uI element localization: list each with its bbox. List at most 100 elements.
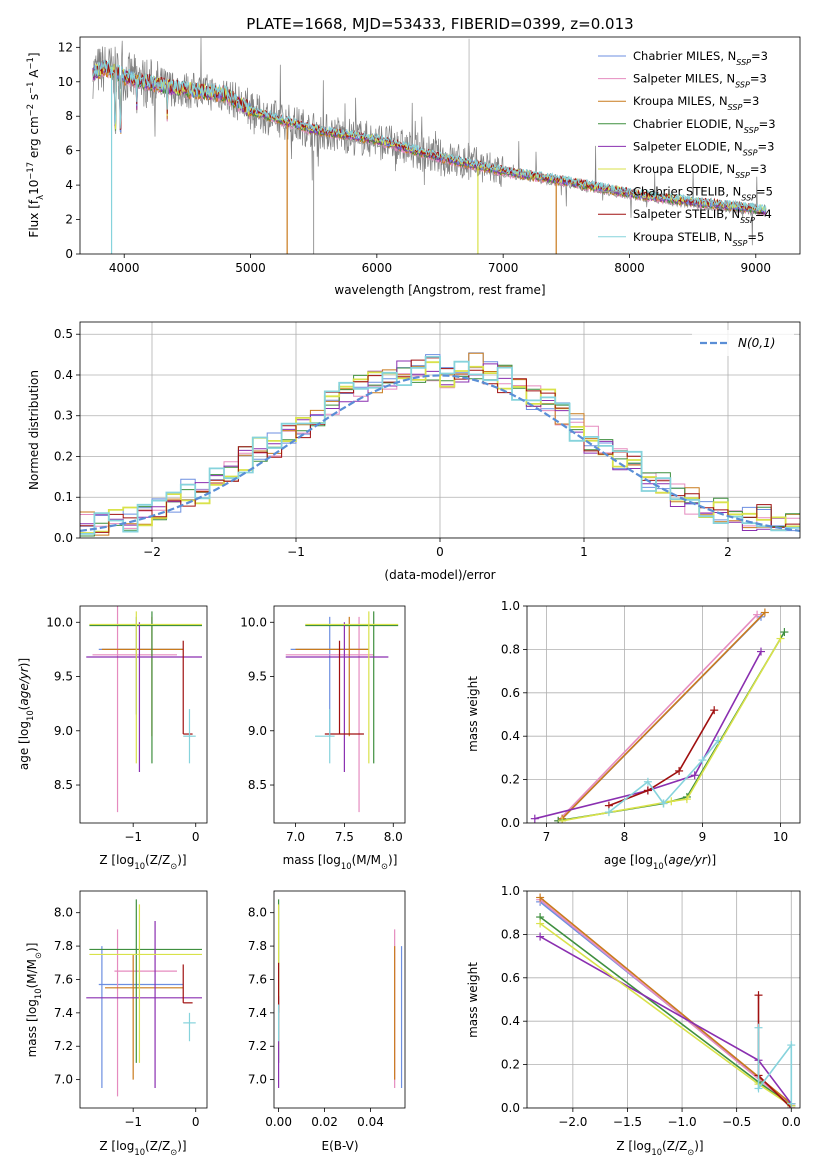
y-axis-label-part: (	[17, 706, 31, 711]
age-vs-Z-panel: −1 08.59.09.510.0Z [log10(Z/Z⊙)]age [log1…	[17, 605, 208, 871]
model-spectrum-line	[92, 60, 759, 211]
y-axis-label-part: erg cm	[27, 116, 41, 162]
x-tick-label: 7000	[488, 261, 519, 275]
y-tick-label: 1.0	[501, 599, 520, 613]
y-tick-label: 8.5	[54, 778, 73, 792]
y-tick-label: 0.6	[501, 971, 520, 985]
x-axis-label: age [log10(age/yr)]	[604, 853, 716, 871]
x-tick-label: 1	[580, 545, 588, 559]
y-tick-label: 0.4	[54, 368, 73, 382]
legend-entry-part: Kroupa STELIB, N	[633, 230, 733, 244]
legend-entry-part: Kroupa MILES, N	[633, 94, 728, 108]
x-axis-label-part: (Z/Z	[145, 1139, 170, 1153]
legend-box	[692, 330, 794, 356]
y-axis-label: age [log10(age/yr)]	[17, 658, 35, 770]
legend-entry-part: SSP	[741, 193, 756, 202]
weight-line	[757, 1027, 793, 1104]
x-axis-label-part: ⊙	[381, 861, 388, 871]
legend-entry-part: SSP	[743, 148, 758, 157]
legend-entry-part: Salpeter MILES, N	[633, 72, 735, 86]
x-tick-label: −1.0	[667, 1115, 696, 1129]
y-axis-label-part: λ	[35, 195, 45, 200]
x-tick-label: 0.02	[311, 1115, 338, 1129]
x-axis-label-part: )]	[707, 853, 716, 867]
legend-entry-part: =5	[756, 185, 773, 199]
x-axis-label: (data-model)/error	[384, 568, 495, 582]
model-spectrum-line	[92, 60, 767, 212]
plot-area	[86, 899, 202, 1097]
y-axis-label-part: 10	[33, 988, 43, 999]
legend-entry: Salpeter MILES, NSSP=3	[633, 72, 767, 90]
y-tick-label: 0.6	[501, 686, 520, 700]
y-tick-label: 0.4	[501, 729, 520, 743]
y-tick-label: 0.2	[501, 773, 520, 787]
x-tick-label: 9	[699, 830, 707, 844]
legend-entry-part: =3	[742, 94, 759, 108]
y-tick-label: 0.5	[54, 327, 73, 341]
legend-entry-part: SSP	[744, 125, 759, 134]
y-tick-label: 7.2	[54, 1039, 73, 1053]
mass-vs-EBV-panel: 0.00 0.02 0.04 7.0 7.2 7.4 7.6 7.8 8.0 E(B-V)	[248, 890, 406, 1153]
legend-entry: Kroupa STELIB, NSSP=5	[633, 230, 764, 248]
y-tick-label: 0.1	[54, 490, 73, 504]
y-tick-label: 7.4	[248, 1006, 267, 1020]
y-tick-label: 0.3	[54, 409, 73, 423]
x-tick-label: −2	[143, 545, 161, 559]
x-tick-label: 2	[724, 545, 732, 559]
legend-entry-part: =5	[747, 230, 764, 244]
legend-entry-part: SSP	[733, 238, 748, 247]
y-axis-label-part: −1	[25, 57, 35, 69]
y-tick-label: 0.4	[501, 1014, 520, 1028]
x-axis-label: Z [log10(Z/Z⊙)]	[99, 853, 186, 871]
y-axis-label-part: mass [log	[25, 999, 39, 1057]
plot-area	[86, 606, 202, 813]
axes-frame	[79, 890, 208, 1109]
y-axis-label-part: 10	[27, 180, 41, 195]
y-axis-label-part: )]	[25, 943, 39, 952]
y-axis-label-part: A	[27, 69, 41, 82]
y-axis-label-part: age/yr	[17, 666, 31, 705]
mass-vs-Z-panel: −1 07.07.27.47.67.88.0Z [log10(Z/Z⊙)]mass…	[25, 890, 208, 1157]
plot-area	[277, 899, 403, 1088]
x-axis-label-part: (Z/Z	[662, 1139, 687, 1153]
y-tick-label: 7.4	[54, 1006, 73, 1020]
axes-frame	[526, 605, 801, 824]
x-axis-label-part: Z [log	[616, 1139, 651, 1153]
x-axis-label-part: age [log	[604, 853, 653, 867]
y-tick-label: 8	[65, 109, 73, 123]
y-tick-label: 6	[65, 144, 73, 158]
y-tick-label: 10.0	[240, 615, 267, 629]
x-tick-label: 6000	[362, 261, 393, 275]
x-tick-label: 9000	[741, 261, 772, 275]
y-axis-label: mass weight	[466, 962, 480, 1038]
x-tick-label: −1.5	[613, 1115, 642, 1129]
x-tick-label: −2.0	[558, 1115, 587, 1129]
x-axis-label: Z [log10(Z/Z⊙)]	[99, 1139, 186, 1157]
y-tick-label: 10	[58, 75, 73, 89]
legend-entry-part: SSP	[736, 58, 751, 67]
x-tick-label: 0	[192, 830, 200, 844]
legend-entry: Kroupa MILES, NSSP=3	[633, 94, 759, 112]
legend-entry-part: =3	[759, 117, 776, 131]
x-tick-label: 0.00	[265, 1115, 292, 1129]
y-tick-label: 10.0	[46, 615, 73, 629]
x-tick-label: 7	[543, 830, 551, 844]
x-tick-label: 7.0	[286, 830, 305, 844]
y-tick-label: 0.0	[54, 531, 73, 545]
weight-line	[539, 896, 792, 1105]
plot-area	[527, 606, 800, 823]
legend-entry-part: Chabrier ELODIE, N	[633, 117, 744, 131]
weight-line	[534, 651, 762, 820]
y-axis-label-part: (M/M	[25, 959, 39, 988]
legend-entry: Salpeter STELIB, NSSP=4	[633, 207, 772, 225]
residual-panel: −2 −1 0 1 2 0.0 0.1 0.2 0.3 0.4 0.5 N(0,1) (data-mod…	[27, 321, 801, 582]
weight-line	[539, 916, 792, 1107]
plot-area	[92, 37, 767, 254]
legend-entry-part: =3	[750, 162, 767, 176]
x-axis-label-part: Z [log	[99, 853, 134, 867]
y-tick-label: 0.0	[501, 1101, 520, 1115]
y-tick-label: 7.0	[248, 1073, 267, 1087]
weight-line	[558, 631, 786, 822]
axes-frame	[273, 605, 406, 824]
y-axis-label-part: s	[27, 94, 41, 104]
